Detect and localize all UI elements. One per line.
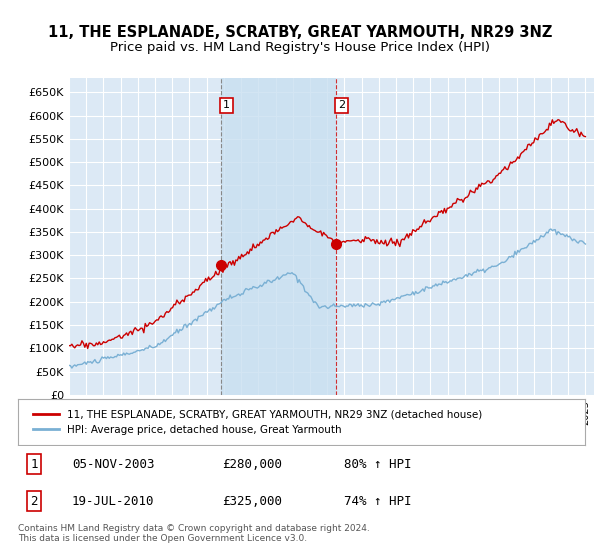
Text: 05-NOV-2003: 05-NOV-2003 [72, 458, 154, 471]
Text: 74% ↑ HPI: 74% ↑ HPI [344, 494, 412, 508]
Legend: 11, THE ESPLANADE, SCRATBY, GREAT YARMOUTH, NR29 3NZ (detached house), HPI: Aver: 11, THE ESPLANADE, SCRATBY, GREAT YARMOU… [29, 405, 487, 439]
Bar [221, 78, 337, 395]
Text: 2: 2 [338, 100, 346, 110]
Text: Price paid vs. HM Land Registry's House Price Index (HPI): Price paid vs. HM Land Registry's House … [110, 41, 490, 54]
Text: 1: 1 [31, 458, 38, 471]
Text: £280,000: £280,000 [222, 458, 282, 471]
Text: 2: 2 [31, 494, 38, 508]
Text: 19-JUL-2010: 19-JUL-2010 [72, 494, 154, 508]
Text: 1: 1 [223, 100, 230, 110]
Text: 11, THE ESPLANADE, SCRATBY, GREAT YARMOUTH, NR29 3NZ: 11, THE ESPLANADE, SCRATBY, GREAT YARMOU… [48, 25, 552, 40]
Text: 80% ↑ HPI: 80% ↑ HPI [344, 458, 412, 471]
Text: £325,000: £325,000 [222, 494, 282, 508]
Text: Contains HM Land Registry data © Crown copyright and database right 2024.
This d: Contains HM Land Registry data © Crown c… [18, 524, 370, 543]
